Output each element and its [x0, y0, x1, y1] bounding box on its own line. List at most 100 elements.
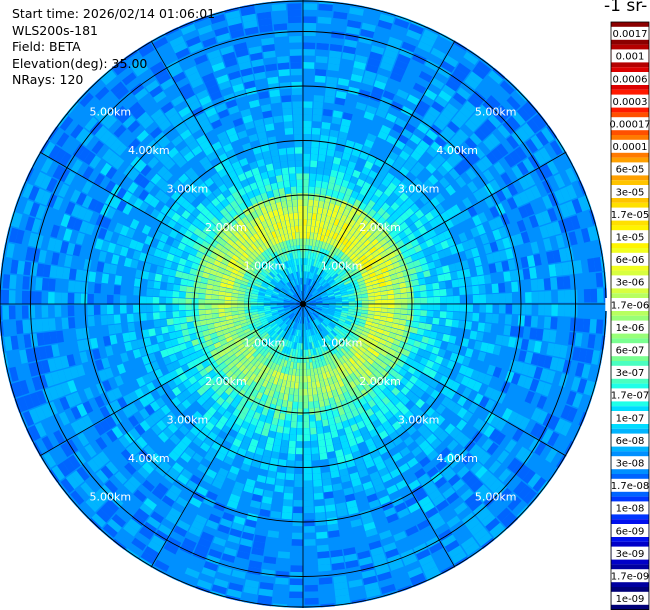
range-gate — [367, 333, 375, 340]
range-gate — [315, 220, 321, 228]
range-gate — [328, 230, 335, 239]
range-gate — [272, 377, 279, 385]
range-gate — [308, 306, 316, 310]
range-gate — [354, 490, 366, 500]
range-gate — [376, 489, 389, 499]
range-gate — [315, 306, 323, 309]
range-gate — [415, 451, 427, 463]
range-gate — [389, 560, 404, 571]
range-gate — [307, 278, 310, 286]
range-gate — [312, 460, 321, 468]
range-gate — [409, 404, 420, 415]
range-gate — [333, 581, 349, 591]
range-gate — [435, 266, 444, 275]
range-gate — [363, 250, 372, 258]
range-gate — [384, 172, 395, 182]
range-gate — [311, 321, 315, 328]
range-gate — [374, 307, 382, 312]
range-gate — [315, 283, 321, 290]
range-gate — [318, 147, 327, 156]
range-gate — [288, 440, 296, 448]
range-gate — [354, 342, 362, 349]
range-gate — [287, 347, 292, 355]
range-gate — [407, 117, 420, 128]
range-gate — [454, 336, 463, 346]
range-gate — [231, 304, 238, 308]
range-gate — [151, 452, 163, 465]
range-gate — [333, 183, 341, 192]
range-gate — [523, 434, 536, 449]
range-gate — [317, 557, 331, 566]
range-gate — [312, 239, 317, 247]
range-gate — [340, 474, 351, 483]
range-gate — [54, 305, 62, 318]
range-gate — [342, 301, 349, 304]
range-gate — [376, 342, 385, 350]
range-gate — [412, 285, 421, 292]
range-gate — [410, 430, 422, 441]
range-gate — [477, 275, 486, 285]
range-gate — [306, 264, 309, 272]
range-gate — [341, 377, 349, 386]
range-gate — [564, 289, 572, 303]
range-gate — [317, 339, 322, 347]
range-gate — [348, 13, 363, 23]
range-gate — [381, 211, 391, 221]
range-gate — [197, 463, 209, 474]
range-gate — [407, 457, 419, 468]
range-gate — [387, 360, 397, 369]
range-gate — [140, 551, 156, 565]
range-gate — [554, 418, 566, 434]
range-gate — [237, 380, 246, 389]
range-gate — [236, 550, 250, 560]
range-gate — [323, 343, 330, 351]
range-gate — [354, 163, 364, 173]
range-gate — [502, 492, 517, 507]
range-gate — [420, 297, 428, 304]
range-gate — [382, 345, 391, 353]
range-gate — [356, 224, 365, 233]
range-gate — [446, 304, 454, 312]
range-gate — [165, 297, 173, 304]
range-gate — [107, 324, 116, 335]
range-gate — [198, 288, 207, 294]
range-gate — [135, 532, 150, 546]
range-gate — [296, 316, 299, 323]
range-gate — [314, 308, 322, 312]
range-gate — [319, 194, 326, 202]
range-gate — [329, 300, 336, 303]
range-gate — [460, 124, 474, 137]
range-gate — [280, 330, 286, 337]
range-gate — [391, 145, 402, 156]
range-gate — [384, 365, 393, 374]
range-gate — [450, 151, 463, 164]
range-gate — [566, 390, 577, 406]
range-gate — [303, 127, 312, 135]
range-gate — [425, 396, 436, 407]
range-gate — [394, 410, 404, 421]
range-gate — [313, 266, 317, 274]
range-gate — [334, 291, 341, 296]
range-gate — [370, 326, 378, 332]
range-gate — [303, 362, 307, 370]
range-gate — [365, 63, 379, 74]
range-gate — [424, 566, 440, 579]
range-gate — [225, 395, 234, 405]
range-gate — [533, 253, 542, 266]
range-gate — [492, 344, 502, 356]
range-gate — [313, 291, 319, 297]
range-gate — [291, 341, 295, 349]
range-gate — [496, 450, 510, 464]
range-gate — [375, 565, 390, 576]
range-gate — [563, 317, 571, 331]
range-gate — [175, 496, 189, 508]
range-gate — [286, 466, 295, 474]
range-gate — [327, 277, 334, 284]
range-gate — [219, 518, 233, 528]
range-gate — [238, 411, 247, 421]
range-gate — [311, 259, 315, 267]
range-gate — [297, 408, 303, 416]
range-gate — [310, 368, 315, 376]
range-gate — [154, 327, 163, 336]
range-gate — [447, 138, 460, 151]
